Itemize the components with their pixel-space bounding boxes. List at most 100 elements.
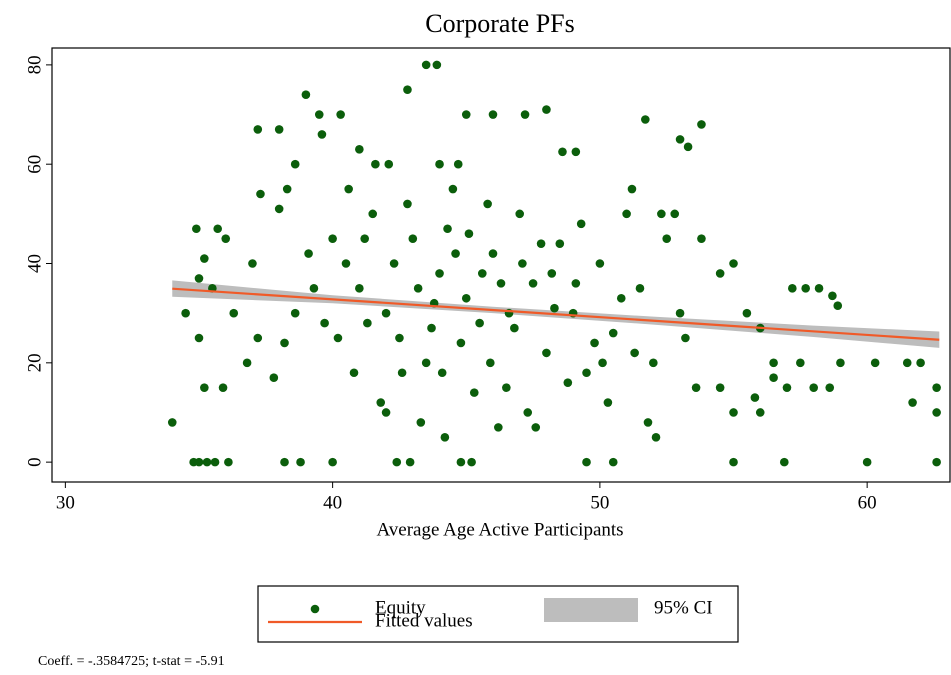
- point: [523, 408, 533, 417]
- point: [253, 125, 263, 134]
- point: [248, 259, 257, 268]
- legend-label: Fitted values: [375, 610, 473, 631]
- point: [571, 147, 581, 157]
- point: [496, 279, 506, 288]
- point: [595, 259, 605, 268]
- point: [371, 159, 380, 169]
- point: [697, 120, 706, 129]
- point: [828, 291, 837, 301]
- point: [440, 433, 450, 442]
- point: [576, 219, 586, 229]
- legend-box: [257, 585, 739, 643]
- point: [403, 85, 412, 95]
- point: [536, 239, 546, 248]
- point: [349, 368, 359, 378]
- point: [571, 279, 581, 288]
- point: [825, 383, 835, 392]
- point: [729, 457, 738, 467]
- y-tick-label: 60: [24, 155, 45, 174]
- point: [432, 60, 442, 70]
- point: [181, 308, 190, 318]
- point: [782, 383, 792, 392]
- point: [502, 383, 511, 392]
- note: Coeff. = -.3584725; t-stat = -5.91: [38, 654, 225, 669]
- point: [405, 457, 415, 467]
- point: [518, 259, 527, 268]
- point: [908, 398, 917, 407]
- point: [932, 383, 941, 392]
- point: [194, 333, 204, 343]
- point: [649, 358, 658, 368]
- point: [715, 383, 725, 392]
- point: [355, 284, 364, 293]
- point: [515, 209, 525, 219]
- point: [256, 189, 265, 199]
- point: [381, 308, 391, 318]
- point: [435, 159, 444, 169]
- point: [304, 249, 313, 258]
- chart-title: Corporate PFs: [425, 9, 575, 38]
- point: [715, 269, 725, 278]
- point: [488, 249, 498, 258]
- point: [320, 318, 329, 328]
- point: [384, 159, 394, 169]
- point: [750, 393, 760, 402]
- point: [408, 234, 418, 243]
- point: [488, 110, 498, 119]
- point: [643, 418, 653, 427]
- point: [809, 383, 818, 392]
- point: [755, 408, 765, 417]
- point: [622, 209, 631, 219]
- point: [282, 184, 292, 194]
- point: [796, 358, 805, 368]
- point: [456, 338, 466, 348]
- point: [317, 130, 327, 139]
- y-tick-label: 80: [24, 55, 45, 74]
- legend-symbol: [544, 598, 638, 622]
- point: [635, 284, 645, 293]
- point: [296, 457, 305, 467]
- point: [274, 204, 284, 214]
- point: [210, 457, 220, 467]
- point: [301, 90, 311, 99]
- point: [486, 358, 495, 368]
- point: [443, 224, 452, 234]
- point: [681, 333, 690, 343]
- point: [779, 457, 789, 467]
- point: [550, 303, 559, 313]
- point: [413, 284, 423, 293]
- point: [608, 328, 618, 338]
- legend-label: Equity: [375, 597, 426, 618]
- point: [603, 398, 613, 407]
- point: [421, 60, 431, 70]
- point: [200, 383, 209, 392]
- point: [932, 408, 941, 417]
- point: [274, 125, 284, 134]
- point: [355, 144, 364, 154]
- point: [520, 110, 530, 119]
- point: [456, 457, 466, 467]
- x-axis-label: Average Age Active Participants: [376, 519, 623, 540]
- point: [229, 308, 239, 318]
- point: [224, 457, 233, 467]
- point: [360, 234, 369, 243]
- y-tick-label: 20: [24, 353, 45, 372]
- point: [483, 199, 492, 209]
- point: [344, 184, 353, 194]
- point: [836, 358, 845, 368]
- point: [469, 388, 479, 397]
- point: [242, 358, 252, 368]
- point: [403, 199, 412, 209]
- point: [916, 358, 925, 368]
- point: [328, 234, 337, 243]
- point: [221, 234, 231, 243]
- x-tick-label: 40: [323, 492, 342, 513]
- point: [641, 115, 650, 124]
- point: [528, 279, 538, 288]
- point: [341, 259, 351, 268]
- point: [814, 284, 824, 293]
- point: [392, 457, 402, 467]
- point: [475, 318, 484, 328]
- legend-symbol: [310, 604, 320, 614]
- point: [218, 383, 228, 392]
